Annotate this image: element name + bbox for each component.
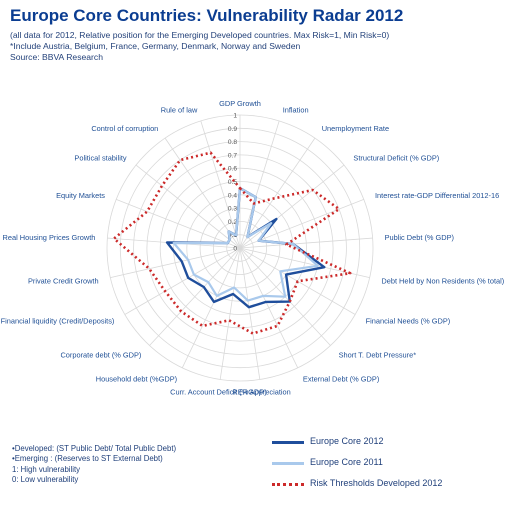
grid-spoke (239, 247, 370, 278)
series-line-1 (172, 187, 319, 302)
tick-label: 0.7 (228, 152, 237, 159)
radar-axis-labels: GDP Growth Inflation Unemployment Rate Stru… (1, 99, 505, 396)
note-high-vulnerability: 1: High vulnerability (12, 464, 81, 474)
legend-swatch-core-2011 (272, 462, 304, 465)
axis-label: External Debt (% GDP) (303, 375, 379, 384)
grid-spoke (135, 164, 241, 249)
axis-label: Real Housing Prices Growth (3, 233, 96, 242)
legend-swatch-core-2012 (272, 441, 304, 444)
axis-label: Unemployment Rate (322, 124, 389, 133)
axis-label: Political stability (74, 154, 126, 163)
grid-spoke (200, 120, 241, 249)
legend-label-core-2012: Europe Core 2012 (310, 436, 384, 446)
axis-label: Equity Markets (56, 191, 105, 200)
tick-label: 0.5 (228, 179, 237, 186)
note-emerging: •Emerging : (Reserves to ST External Deb… (12, 454, 163, 464)
grid-spoke (239, 120, 280, 249)
grid-spoke (239, 164, 345, 249)
tick-label: 0.1 (228, 232, 237, 239)
axis-label: GDP Growth (219, 99, 261, 108)
axis-label: Private Credit Growth (28, 276, 99, 285)
grid-spoke (239, 137, 316, 249)
grid-spoke (116, 199, 241, 249)
tick-label: 0.8 (228, 139, 237, 146)
axis-label: Rule of law (161, 105, 198, 114)
radar-ticks: 0 0.1 0.2 0.3 0.4 0.5 0.6 0.7 0.8 0.9 1 (228, 113, 238, 253)
grid-spoke (124, 247, 241, 315)
grid-spoke (110, 247, 241, 278)
axis-label: Inflation (283, 105, 309, 114)
axis-label: Interest rate-GDP Differential 2012-16 (375, 191, 499, 200)
legend-swatch-thresholds (272, 483, 304, 486)
legend-label-core-2011: Europe Core 2011 (310, 457, 383, 467)
grid-spoke (164, 137, 241, 249)
axis-label: RER Appreciation (232, 387, 290, 396)
tick-label: 0.3 (228, 206, 237, 213)
tick-label: 0.9 (228, 126, 237, 133)
grid-spoke (149, 247, 241, 346)
note-low-vulnerability: 0: Low vulnerability (12, 475, 79, 485)
tick-label: 0 (233, 246, 237, 253)
note-developed: •Developed: (ST Public Debt/ Total Publi… (12, 444, 177, 453)
chart-title: Europe Core Countries: Vulnerability Rad… (10, 6, 404, 25)
axis-label: Curr. Account Deficit (%GDP) (170, 387, 267, 396)
chart-source: Source: BBVA Research (10, 52, 103, 62)
radar-grid (106, 114, 374, 382)
tick-label: 1 (233, 113, 237, 120)
chart-subtitle: (all data for 2012, Relative position fo… (10, 30, 390, 40)
tick-label: 0.6 (228, 166, 237, 173)
chart-footnote-countries: *Include Austria, Belgium, France, Germa… (10, 41, 301, 51)
grid-spoke (239, 247, 261, 380)
tick-label: 0.2 (228, 219, 237, 226)
axis-label: Public Debt (% GDP) (385, 233, 454, 242)
tick-label: 0.4 (228, 192, 237, 199)
legend-label-thresholds: Risk Thresholds Developed 2012 (310, 478, 443, 488)
chart-notes: •Developed: (ST Public Debt/ Total Publi… (12, 444, 176, 486)
axis-label: Debt Held by Non Residents (% total) (381, 276, 504, 285)
axis-label: Financial liquidity (Credit/Deposits) (1, 317, 115, 326)
axis-label: Household debt (%GDP) (96, 375, 177, 384)
grid-spoke (239, 247, 299, 369)
axis-label: Short T. Debt Pressure* (339, 350, 417, 359)
grid-spoke (239, 237, 373, 249)
radar-series (112, 151, 352, 335)
axis-label: Corporate debt (% GDP) (60, 350, 141, 359)
axis-label: Control of corruption (91, 124, 158, 133)
axis-label: Financial Needs (% GDP) (366, 317, 451, 326)
grid-spoke (181, 247, 241, 369)
axis-label: Structural Deficit (% GDP) (353, 154, 439, 163)
grid-spoke (219, 247, 241, 380)
